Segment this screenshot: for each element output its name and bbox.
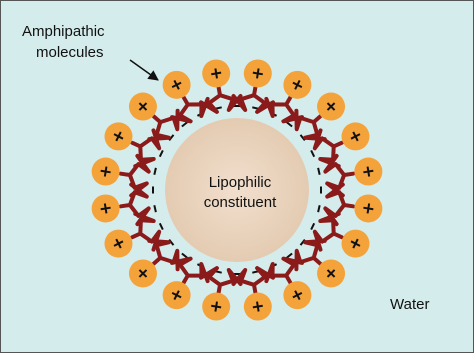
charge-sign (252, 301, 263, 312)
hydrophobic-tail (231, 85, 275, 114)
dash (299, 239, 306, 246)
dash (286, 121, 293, 128)
charge-sign (211, 68, 222, 79)
hydrophobic-tail (170, 95, 210, 124)
dash (168, 239, 175, 246)
hydrophobic-tail (199, 266, 243, 295)
dash (299, 134, 306, 141)
charge-sign (326, 269, 336, 278)
dash (317, 167, 321, 175)
dash (310, 149, 316, 158)
charge-sign (326, 102, 336, 111)
hydrophobic-tail (264, 95, 304, 124)
dash (168, 134, 175, 141)
charge-sign (113, 131, 124, 142)
dash (158, 222, 164, 231)
charge-sign (171, 290, 182, 301)
annotation-line: Amphipathic (22, 23, 105, 40)
charge-sign (138, 269, 148, 278)
charge-sign (138, 102, 148, 111)
dash (286, 252, 293, 259)
core-label: Lipophilic (209, 174, 272, 191)
charge-sign (350, 238, 361, 249)
dash (153, 167, 157, 175)
hydrophobic-tail (199, 85, 243, 114)
core-label: constituent (204, 194, 277, 211)
dash (181, 252, 188, 259)
lipophilic-core (165, 118, 309, 262)
charge-sign (363, 166, 374, 177)
dash (153, 205, 157, 213)
hydrophobic-tail (170, 256, 210, 285)
micelle (91, 59, 383, 321)
charge-sign (100, 203, 111, 214)
charge-sign (171, 79, 182, 90)
charge-sign (113, 238, 124, 249)
hydrophobic-tail (264, 256, 304, 285)
dash (310, 222, 316, 231)
charge-sign (211, 301, 222, 312)
charge-sign (292, 290, 303, 301)
dash (317, 205, 321, 213)
hydrophobic-tail (294, 108, 327, 142)
pointer-arrow (129, 59, 159, 81)
hydrophobic-tail (231, 266, 275, 295)
annotation-line: molecules (36, 44, 104, 61)
medium-label: Water (390, 296, 429, 313)
charge-sign (350, 131, 361, 142)
charge-sign (252, 68, 263, 79)
charge-sign (292, 79, 303, 90)
hydrophobic-tail (147, 238, 180, 272)
dash (158, 149, 164, 158)
charge-sign (363, 203, 374, 214)
dash (181, 121, 188, 128)
charge-sign (100, 166, 111, 177)
